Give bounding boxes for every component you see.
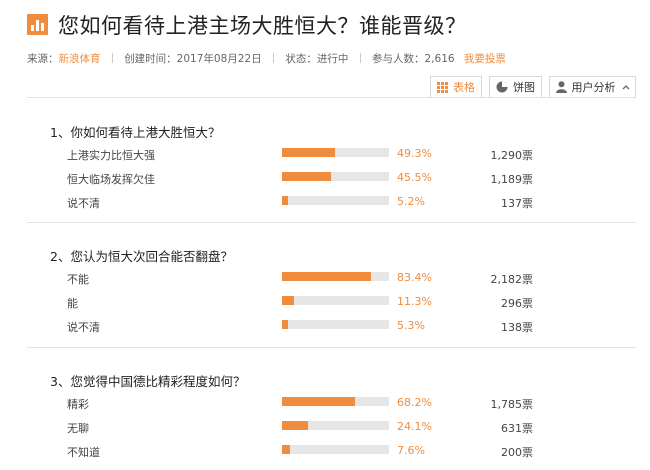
option-count: 2,182票 xyxy=(490,273,534,286)
meta-divider xyxy=(359,53,361,63)
user-icon xyxy=(555,81,567,93)
result-bar-fill xyxy=(282,172,331,181)
result-bar xyxy=(282,421,389,430)
option-count: 200票 xyxy=(501,446,533,459)
option-label: 精彩 xyxy=(67,398,89,411)
option-percent: 83.4% xyxy=(397,271,432,284)
table-view-label: 表格 xyxy=(453,81,475,94)
question-title: 2、您认为恒大次回合能否翻盘？ xyxy=(50,249,233,264)
result-bar xyxy=(282,196,389,205)
result-bar-fill xyxy=(282,296,295,305)
result-bar-fill xyxy=(282,272,372,281)
header-divider xyxy=(27,97,636,98)
result-bar-fill xyxy=(282,397,355,406)
option-label: 说不清 xyxy=(67,321,100,334)
result-bar-fill xyxy=(282,148,335,157)
user-analysis-label: 用户分析 xyxy=(571,81,616,94)
participants-count: 参与人数：2,616 xyxy=(372,53,455,65)
chevron-up-icon xyxy=(622,85,629,90)
result-bar-fill xyxy=(282,320,288,329)
section-divider xyxy=(27,347,636,348)
option-label: 上港实力比恒大强 xyxy=(67,149,155,162)
source-label: 来源： xyxy=(27,53,59,65)
pie-view-button[interactable]: 饼图 xyxy=(489,76,542,98)
question-title: 3、您觉得中国德比精彩程度如何？ xyxy=(50,374,246,389)
option-percent: 45.5% xyxy=(397,171,432,184)
option-percent: 68.2% xyxy=(397,396,432,409)
pie-view-label: 饼图 xyxy=(513,81,535,94)
result-bar xyxy=(282,172,389,181)
option-label: 不知道 xyxy=(67,446,100,459)
option-count: 631票 xyxy=(501,422,533,435)
result-bar-fill xyxy=(282,445,291,454)
result-bar-fill xyxy=(282,196,288,205)
result-bar xyxy=(282,320,389,329)
option-count: 1,785票 xyxy=(490,398,534,411)
page-title: 您如何看待上港主场大胜恒大？谁能晋级？ xyxy=(58,14,467,38)
option-label: 恒大临场发挥欠佳 xyxy=(67,173,155,186)
created-date: 创建时间：2017年08月22日 xyxy=(124,53,262,65)
option-label: 说不清 xyxy=(67,197,100,210)
option-count: 1,189票 xyxy=(490,173,534,186)
option-label: 无聊 xyxy=(67,422,89,435)
option-percent: 5.3% xyxy=(397,319,425,332)
option-percent: 24.1% xyxy=(397,420,432,433)
pie-chart-icon xyxy=(496,81,508,93)
option-percent: 7.6% xyxy=(397,444,425,457)
grid-icon xyxy=(437,81,448,93)
option-count: 296票 xyxy=(501,297,533,310)
status-text: 状态：进行中 xyxy=(285,53,349,65)
result-bar xyxy=(282,296,389,305)
poll-meta: 来源：新浪体育 创建时间：2017年08月22日 状态：进行中 参与人数：2,6… xyxy=(27,51,506,66)
meta-divider xyxy=(272,53,274,63)
result-bar-fill xyxy=(282,421,308,430)
option-count: 138票 xyxy=(501,321,533,334)
option-label: 能 xyxy=(67,297,78,310)
option-percent: 5.2% xyxy=(397,195,425,208)
question-title: 1、你如何看待上港大胜恒大？ xyxy=(50,125,221,140)
result-bar xyxy=(282,445,389,454)
user-analysis-dropdown[interactable]: 用户分析 xyxy=(549,76,636,98)
result-bar xyxy=(282,397,389,406)
table-view-button[interactable]: 表格 xyxy=(430,76,482,98)
source-link[interactable]: 新浪体育 xyxy=(58,53,101,65)
option-percent: 49.3% xyxy=(397,147,432,160)
meta-divider xyxy=(111,53,113,63)
option-count: 1,290票 xyxy=(490,149,534,162)
option-count: 137票 xyxy=(501,197,533,210)
option-label: 不能 xyxy=(67,273,89,286)
poll-chart-icon xyxy=(27,14,48,35)
result-bar xyxy=(282,148,389,157)
vote-link[interactable]: 我要投票 xyxy=(463,53,506,65)
section-divider xyxy=(27,222,636,223)
option-percent: 11.3% xyxy=(397,295,432,308)
result-bar xyxy=(282,272,389,281)
